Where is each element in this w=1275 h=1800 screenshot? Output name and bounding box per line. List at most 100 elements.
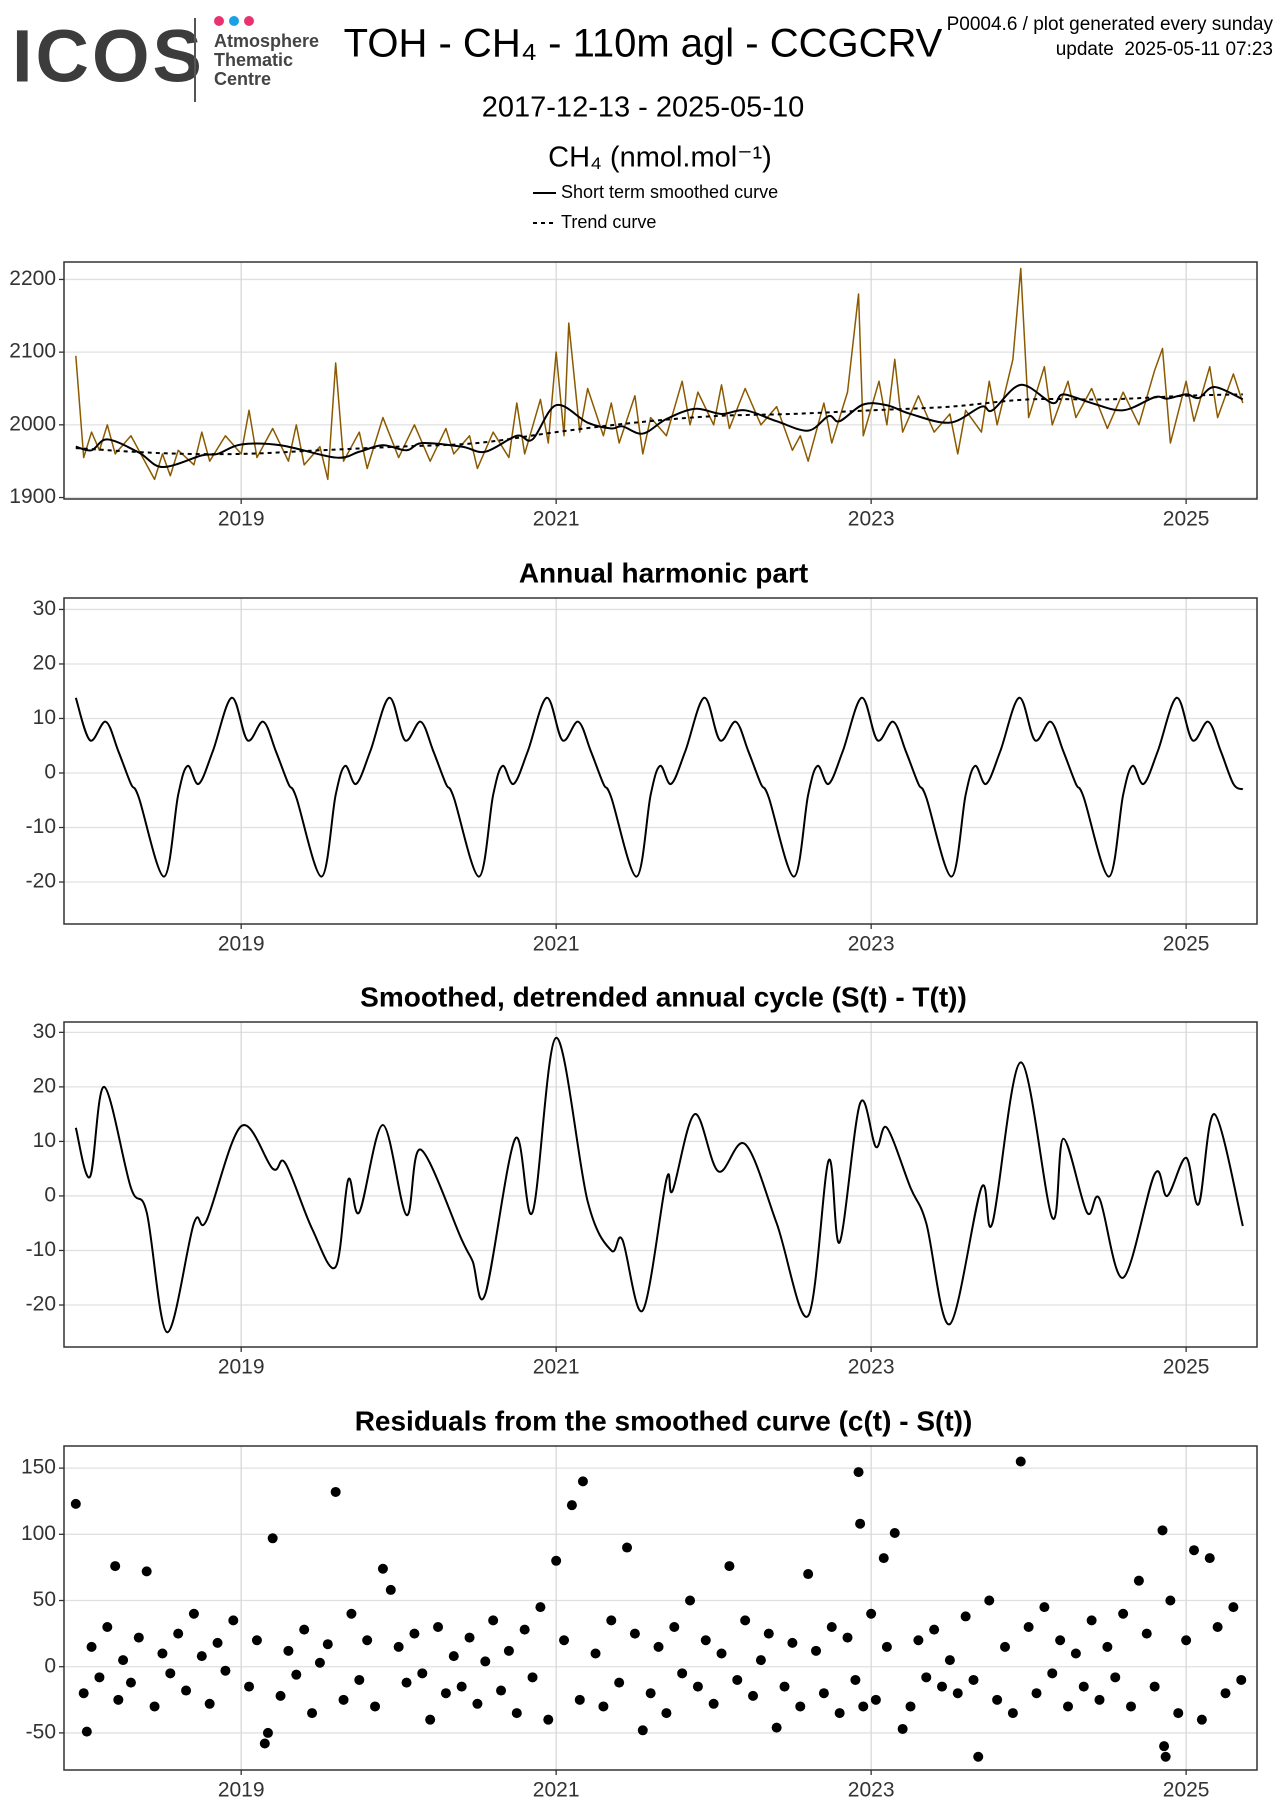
- residual-point: [370, 1701, 381, 1712]
- residual-point: [1118, 1608, 1129, 1619]
- y-tick-label: 30: [33, 1020, 56, 1043]
- residual-point: [1126, 1701, 1137, 1712]
- residual-point: [330, 1486, 341, 1497]
- x-tick-label: 2025: [1163, 933, 1210, 956]
- residual-point: [488, 1615, 499, 1626]
- residual-point: [440, 1688, 451, 1699]
- y-tick-label: 1900: [9, 485, 56, 508]
- residual-point: [992, 1694, 1003, 1705]
- residual-point: [362, 1635, 373, 1646]
- residual-point: [1063, 1701, 1074, 1712]
- x-tick-label: 2023: [848, 933, 895, 956]
- residual-point: [503, 1645, 514, 1656]
- residual-point: [1007, 1708, 1018, 1719]
- residual-point: [913, 1635, 924, 1646]
- residual-point: [1141, 1628, 1152, 1639]
- residual-point: [853, 1467, 864, 1478]
- residual-point: [669, 1622, 680, 1633]
- logo-text: Centre: [214, 69, 271, 89]
- residual-point: [385, 1584, 396, 1595]
- plot-border: [63, 597, 1258, 925]
- residual-point: [196, 1651, 207, 1662]
- x-tick-label: 2019: [218, 508, 265, 531]
- residual-point: [590, 1648, 601, 1659]
- residual-point: [787, 1637, 798, 1648]
- page-title: TOH - CH₄ - 110m agl - CCGCRV: [344, 22, 943, 66]
- residual-point: [850, 1674, 861, 1685]
- residual-point: [1133, 1575, 1144, 1586]
- residual-point: [1159, 1741, 1170, 1752]
- residual-point: [818, 1688, 829, 1699]
- residual-point: [779, 1681, 790, 1692]
- residual-point: [262, 1727, 273, 1738]
- residual-point: [724, 1561, 735, 1572]
- residual-point: [653, 1641, 664, 1652]
- residual-point: [858, 1701, 869, 1712]
- residual-point: [275, 1690, 286, 1701]
- y-tick-label: 150: [21, 1456, 56, 1479]
- residual-point: [133, 1632, 144, 1643]
- residual-point: [1055, 1635, 1066, 1646]
- legend-label: Short term smoothed curve: [561, 182, 778, 202]
- residual-point: [803, 1569, 814, 1580]
- residual-point: [842, 1632, 853, 1643]
- x-tick-label: 2019: [218, 1356, 265, 1379]
- residual-point: [511, 1708, 522, 1719]
- residual-point: [1086, 1615, 1097, 1626]
- residual-point: [826, 1622, 837, 1633]
- residual-point: [598, 1701, 609, 1712]
- residual-point: [480, 1656, 491, 1667]
- residual-point: [1000, 1641, 1011, 1652]
- residual-point: [173, 1628, 184, 1639]
- y-tick-label: 10: [33, 706, 56, 729]
- residual-point: [456, 1681, 467, 1692]
- data-line: [74, 1036, 1244, 1334]
- update-note: update 2025-05-11 07:23: [1056, 39, 1273, 60]
- residual-point: [1023, 1622, 1034, 1633]
- residual-point: [409, 1628, 420, 1639]
- residual-point: [905, 1701, 916, 1712]
- plot-border: [63, 261, 1258, 500]
- residual-point: [614, 1677, 625, 1688]
- y-tick-label: 2000: [9, 412, 56, 435]
- residual-point: [551, 1555, 562, 1566]
- legend-label: Trend curve: [561, 212, 656, 232]
- residual-point: [228, 1615, 239, 1626]
- residual-point: [125, 1677, 136, 1688]
- residual-point: [472, 1698, 483, 1709]
- residual-point: [700, 1635, 711, 1646]
- residual-point: [866, 1608, 877, 1619]
- residual-point: [1212, 1622, 1223, 1633]
- logo-dot: [229, 16, 239, 26]
- y-tick-label: 2100: [9, 340, 56, 363]
- residual-point: [94, 1672, 105, 1683]
- residual-point: [314, 1657, 325, 1668]
- residual-point: [425, 1714, 436, 1725]
- residual-point: [661, 1708, 672, 1719]
- y-tick-label: 30: [33, 597, 56, 620]
- y-tick-label: 0: [44, 1183, 56, 1206]
- residual-point: [921, 1672, 932, 1683]
- residual-point: [566, 1500, 577, 1511]
- residual-point: [1102, 1641, 1113, 1652]
- residual-point: [1031, 1688, 1042, 1699]
- residual-point: [1078, 1681, 1089, 1692]
- residual-point: [543, 1714, 554, 1725]
- x-tick-label: 2023: [848, 508, 895, 531]
- residual-point: [110, 1561, 121, 1572]
- residual-point: [433, 1622, 444, 1633]
- period: 2017-12-13 - 2025-05-10: [482, 92, 804, 124]
- residual-point: [559, 1635, 570, 1646]
- residual-point: [251, 1635, 262, 1646]
- x-tick-label: 2021: [533, 1779, 580, 1800]
- y-tick-label: 100: [21, 1522, 56, 1545]
- residual-point: [692, 1681, 703, 1692]
- panel-title: Annual harmonic part: [519, 557, 808, 588]
- plot-note: P0004.6 / plot generated every sunday: [947, 14, 1274, 35]
- residual-point: [622, 1542, 633, 1553]
- residual-point: [708, 1698, 719, 1709]
- residual-point: [1189, 1545, 1200, 1556]
- residual-point: [417, 1668, 428, 1679]
- residual-point: [716, 1648, 727, 1659]
